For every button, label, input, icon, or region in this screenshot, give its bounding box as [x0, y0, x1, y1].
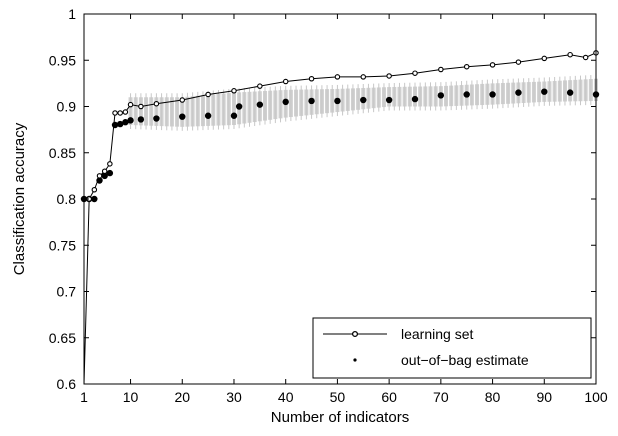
- oob-point: [204, 112, 212, 119]
- y-tick-label: 0.85: [49, 145, 76, 161]
- learning-set-point: [257, 83, 263, 89]
- oob-point: [489, 91, 496, 98]
- learning-set-point: [386, 73, 392, 79]
- x-axis-ticks: 1 10 20 30 40 50 60 70 80 90 100: [80, 14, 608, 405]
- series-out-of-bag: [80, 88, 600, 203]
- legend-label-oob: out−of−bag estimate: [401, 352, 529, 368]
- learning-set-point: [360, 74, 367, 80]
- oob-point: [122, 119, 129, 126]
- learning-set-point: [308, 76, 315, 82]
- oob-point: [411, 95, 419, 103]
- oob-point: [106, 169, 114, 177]
- learning-set-point: [412, 70, 418, 76]
- legend: learning set out−of−bag estimate: [312, 317, 592, 379]
- learning-set-point: [438, 66, 444, 73]
- legend-swatch-learning-marker: [351, 330, 359, 338]
- oob-point: [91, 195, 98, 203]
- y-tick-label: 0.6: [57, 376, 77, 392]
- legend-label-learning: learning set: [401, 326, 473, 342]
- oob-point: [101, 172, 108, 180]
- oob-point: [137, 116, 145, 123]
- learning-set-point: [112, 110, 118, 116]
- learning-set-point: [231, 88, 237, 94]
- learning-set-point: [127, 101, 134, 108]
- oob-point: [235, 103, 243, 110]
- oob-point: [515, 89, 522, 96]
- x-tick-label: 80: [485, 389, 501, 405]
- learning-set-point: [567, 51, 573, 58]
- x-tick-label: 1: [80, 389, 88, 405]
- x-tick-label: 60: [381, 389, 397, 405]
- oob-point: [179, 113, 186, 120]
- learning-set-point: [107, 161, 113, 167]
- learning-set-point: [138, 103, 144, 110]
- learning-set-point: [179, 97, 186, 103]
- learning-set-point: [96, 173, 103, 179]
- learning-set-point: [334, 74, 341, 80]
- oob-point: [153, 115, 160, 122]
- x-tick-label: 70: [433, 389, 449, 405]
- y-axis-ticks: 0.6 0.65 0.7 0.75 0.8 0.85 0.9 0.95 1: [49, 6, 596, 392]
- series-learning-set: [83, 50, 599, 385]
- oob-point: [385, 96, 393, 104]
- learning-set-point: [91, 187, 98, 193]
- learning-set-point: [205, 91, 211, 98]
- oob-point: [566, 89, 574, 96]
- x-axis-title: Number of indicators: [271, 409, 409, 426]
- legend-swatch-oob-marker: [353, 358, 357, 362]
- y-tick-label: 1: [68, 6, 76, 22]
- oob-point: [282, 98, 289, 106]
- x-tick-label: 20: [174, 389, 190, 405]
- learning-set-point: [153, 100, 160, 107]
- oob-point: [256, 101, 264, 108]
- learning-set-point: [282, 78, 289, 85]
- x-tick-label: 100: [584, 389, 608, 405]
- learning-set-point: [101, 168, 108, 175]
- learning-set-point: [117, 110, 123, 116]
- oob-point: [463, 91, 470, 98]
- x-tick-label: 40: [278, 389, 294, 405]
- learning-set-point: [515, 59, 522, 65]
- y-tick-label: 0.65: [49, 330, 76, 346]
- y-tick-label: 0.75: [49, 237, 76, 253]
- oob-point: [308, 97, 315, 105]
- oob-point: [127, 117, 134, 124]
- y-tick-label: 0.9: [57, 99, 77, 115]
- oob-point: [360, 96, 367, 104]
- oob-point: [117, 120, 124, 128]
- oob-point: [541, 88, 548, 95]
- y-axis-title: Classification accuracy: [11, 122, 28, 275]
- oob-point: [230, 112, 238, 119]
- learning-set-point: [541, 55, 548, 62]
- x-tick-label: 30: [226, 389, 242, 405]
- oob-point: [437, 92, 445, 99]
- learning-set-point: [463, 63, 470, 70]
- x-tick-label: 10: [123, 389, 139, 405]
- learning-set-point: [489, 62, 496, 68]
- oob-point: [334, 97, 341, 105]
- legend-box: [312, 317, 592, 379]
- x-tick-label: 50: [330, 389, 346, 405]
- x-tick-label: 90: [536, 389, 552, 405]
- learning-set-point: [582, 54, 589, 61]
- y-tick-label: 0.7: [57, 284, 77, 300]
- y-tick-label: 0.95: [49, 52, 76, 68]
- y-tick-label: 0.8: [57, 191, 77, 207]
- learning-set-point: [122, 109, 129, 115]
